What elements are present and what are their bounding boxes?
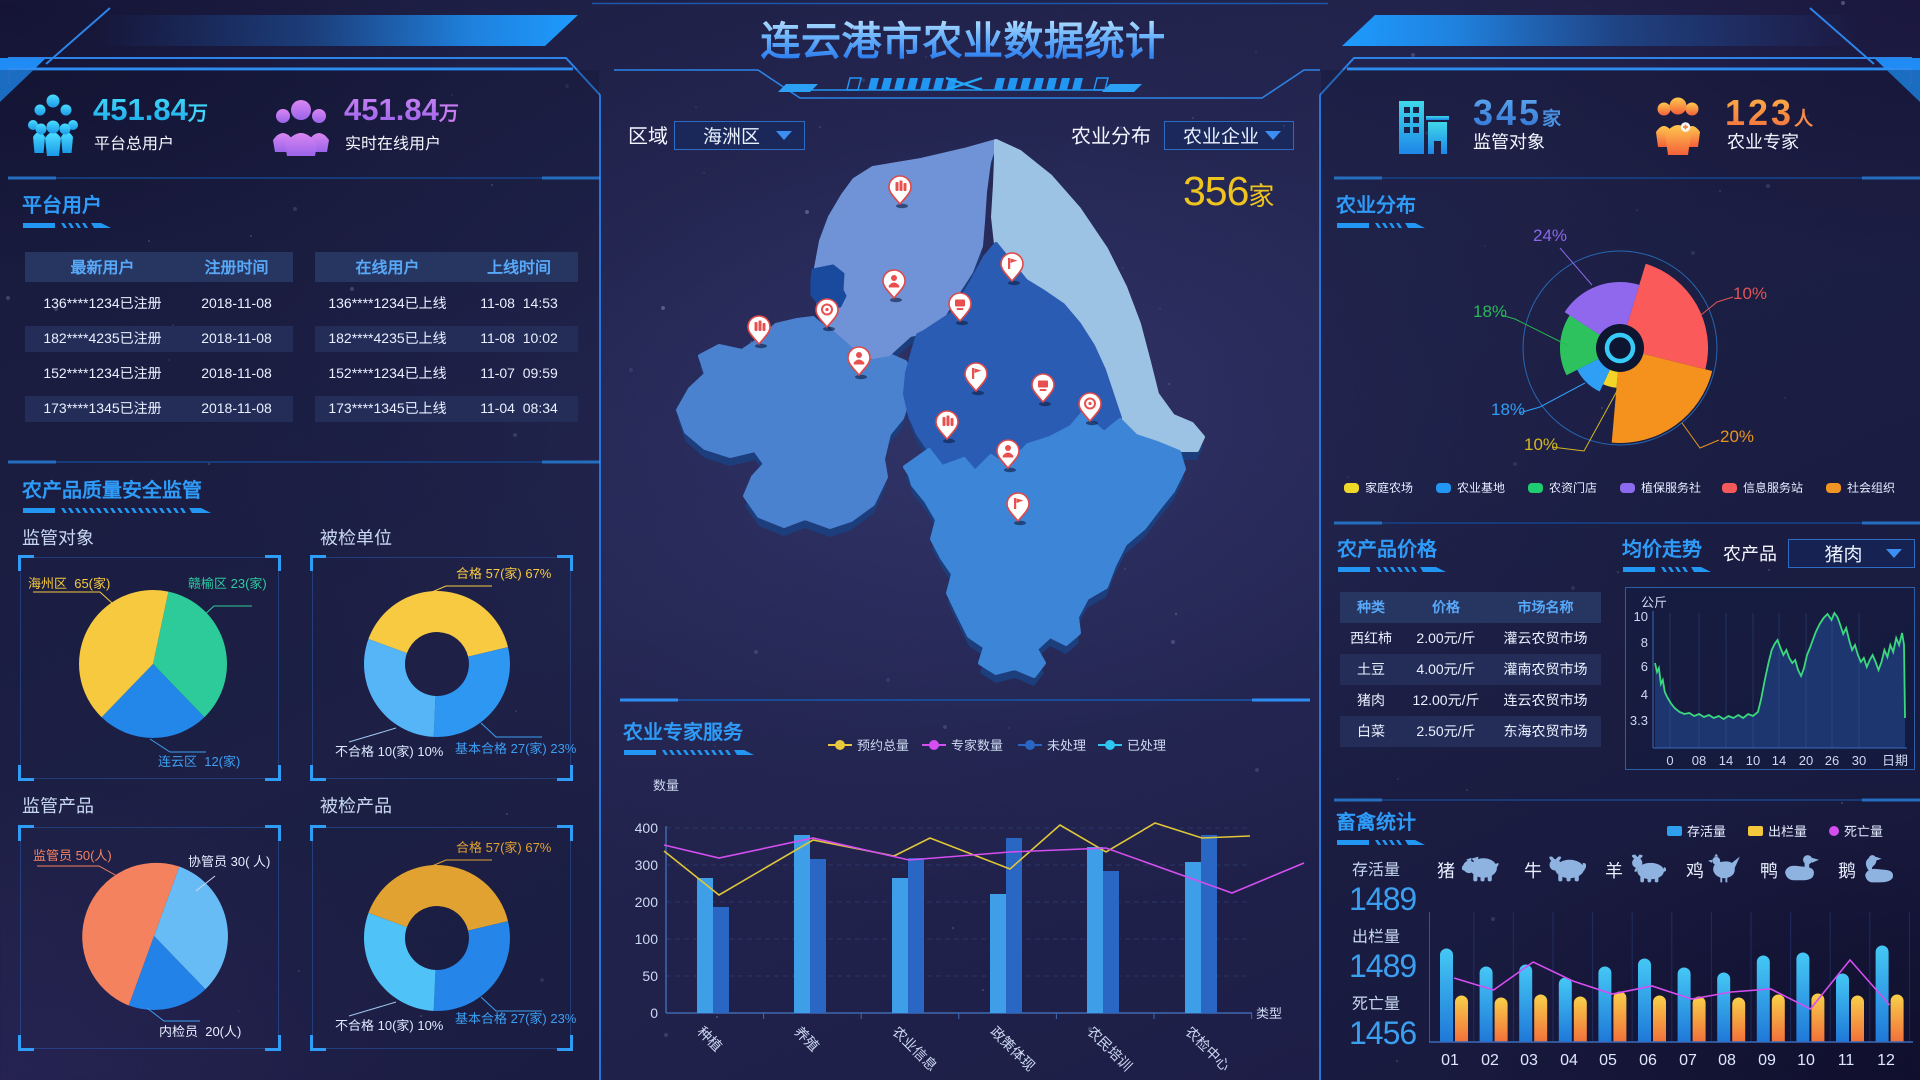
svg-text:14: 14 — [1719, 750, 1733, 769]
svg-text:08: 08 — [1692, 750, 1706, 769]
svg-text:数量: 数量 — [653, 775, 679, 794]
svg-text:0: 0 — [650, 1003, 658, 1023]
svg-text:400: 400 — [635, 818, 659, 838]
svg-text:4: 4 — [1641, 684, 1648, 703]
svg-text:300: 300 — [635, 855, 659, 875]
svg-text:50: 50 — [642, 966, 658, 986]
svg-text:10: 10 — [1634, 606, 1648, 625]
svg-text:30: 30 — [1852, 750, 1866, 769]
svg-text:10%: 10% — [1524, 430, 1558, 455]
svg-text:24%: 24% — [1533, 221, 1567, 246]
svg-text:公斤: 公斤 — [1641, 592, 1667, 611]
svg-text:200: 200 — [635, 892, 659, 912]
svg-text:10: 10 — [1746, 750, 1760, 769]
svg-text:18%: 18% — [1473, 297, 1507, 322]
svg-text:10%: 10% — [1733, 279, 1767, 304]
svg-text:26: 26 — [1825, 750, 1839, 769]
svg-text:日期: 日期 — [1882, 750, 1908, 769]
svg-text:20: 20 — [1799, 750, 1813, 769]
svg-text:类型: 类型 — [1256, 1003, 1282, 1022]
svg-text:14: 14 — [1772, 750, 1786, 769]
svg-text:8: 8 — [1641, 632, 1648, 651]
svg-text:6: 6 — [1641, 656, 1648, 675]
svg-text:100: 100 — [635, 929, 659, 949]
svg-text:3.3: 3.3 — [1630, 710, 1648, 729]
svg-text:18%: 18% — [1491, 395, 1525, 420]
svg-text:20%: 20% — [1720, 422, 1754, 447]
svg-text:0: 0 — [1666, 750, 1673, 769]
